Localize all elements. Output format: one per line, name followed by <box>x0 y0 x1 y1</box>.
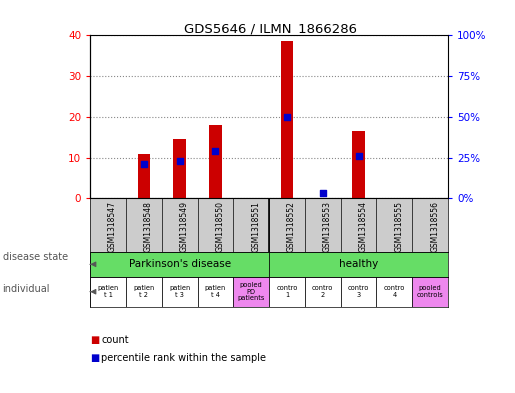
Text: GSM1318553: GSM1318553 <box>323 201 332 252</box>
Text: ■: ■ <box>90 353 99 363</box>
Text: GSM1318550: GSM1318550 <box>215 201 225 252</box>
Bar <box>376 277 413 307</box>
Text: GDS5646 / ILMN_1866286: GDS5646 / ILMN_1866286 <box>184 22 357 35</box>
Bar <box>126 277 162 307</box>
Bar <box>413 277 448 307</box>
Text: pooled
PD
patients: pooled PD patients <box>237 282 265 301</box>
Text: patien
t 4: patien t 4 <box>205 285 226 298</box>
Bar <box>174 139 186 198</box>
Text: patien
t 1: patien t 1 <box>97 285 118 298</box>
Text: GSM1318547: GSM1318547 <box>108 201 117 252</box>
Bar <box>281 42 293 198</box>
Text: pooled
controls: pooled controls <box>417 285 443 298</box>
Text: individual: individual <box>3 284 50 294</box>
Bar <box>162 277 198 307</box>
Text: disease state: disease state <box>3 252 67 263</box>
Text: Parkinson's disease: Parkinson's disease <box>129 259 231 269</box>
Text: patien
t 3: patien t 3 <box>169 285 190 298</box>
Bar <box>198 277 233 307</box>
Text: GSM1318552: GSM1318552 <box>287 201 296 252</box>
Bar <box>269 252 448 277</box>
Point <box>211 148 219 154</box>
Bar <box>138 154 150 198</box>
Point <box>283 114 291 120</box>
Text: contro
3: contro 3 <box>348 285 369 298</box>
Point <box>176 158 184 164</box>
Text: GSM1318555: GSM1318555 <box>394 201 403 252</box>
Text: GSM1318554: GSM1318554 <box>358 201 368 252</box>
Text: percentile rank within the sample: percentile rank within the sample <box>101 353 266 363</box>
Bar <box>305 277 341 307</box>
Point <box>354 153 363 159</box>
Bar <box>269 277 305 307</box>
Bar <box>341 277 376 307</box>
Text: contro
2: contro 2 <box>312 285 334 298</box>
Text: GSM1318556: GSM1318556 <box>430 201 439 252</box>
Bar <box>233 277 269 307</box>
Text: patien
t 2: patien t 2 <box>133 285 154 298</box>
Text: contro
1: contro 1 <box>276 285 298 298</box>
Text: ■: ■ <box>90 335 99 345</box>
Text: contro
4: contro 4 <box>384 285 405 298</box>
Bar <box>90 252 269 277</box>
Point <box>140 161 148 167</box>
Bar <box>209 125 221 198</box>
Text: GSM1318549: GSM1318549 <box>180 201 188 252</box>
Bar <box>90 277 126 307</box>
Text: count: count <box>101 335 129 345</box>
Bar <box>352 131 365 198</box>
Text: GSM1318548: GSM1318548 <box>144 201 153 252</box>
Point <box>319 190 327 196</box>
Text: GSM1318551: GSM1318551 <box>251 201 260 252</box>
Text: healthy: healthy <box>339 259 378 269</box>
